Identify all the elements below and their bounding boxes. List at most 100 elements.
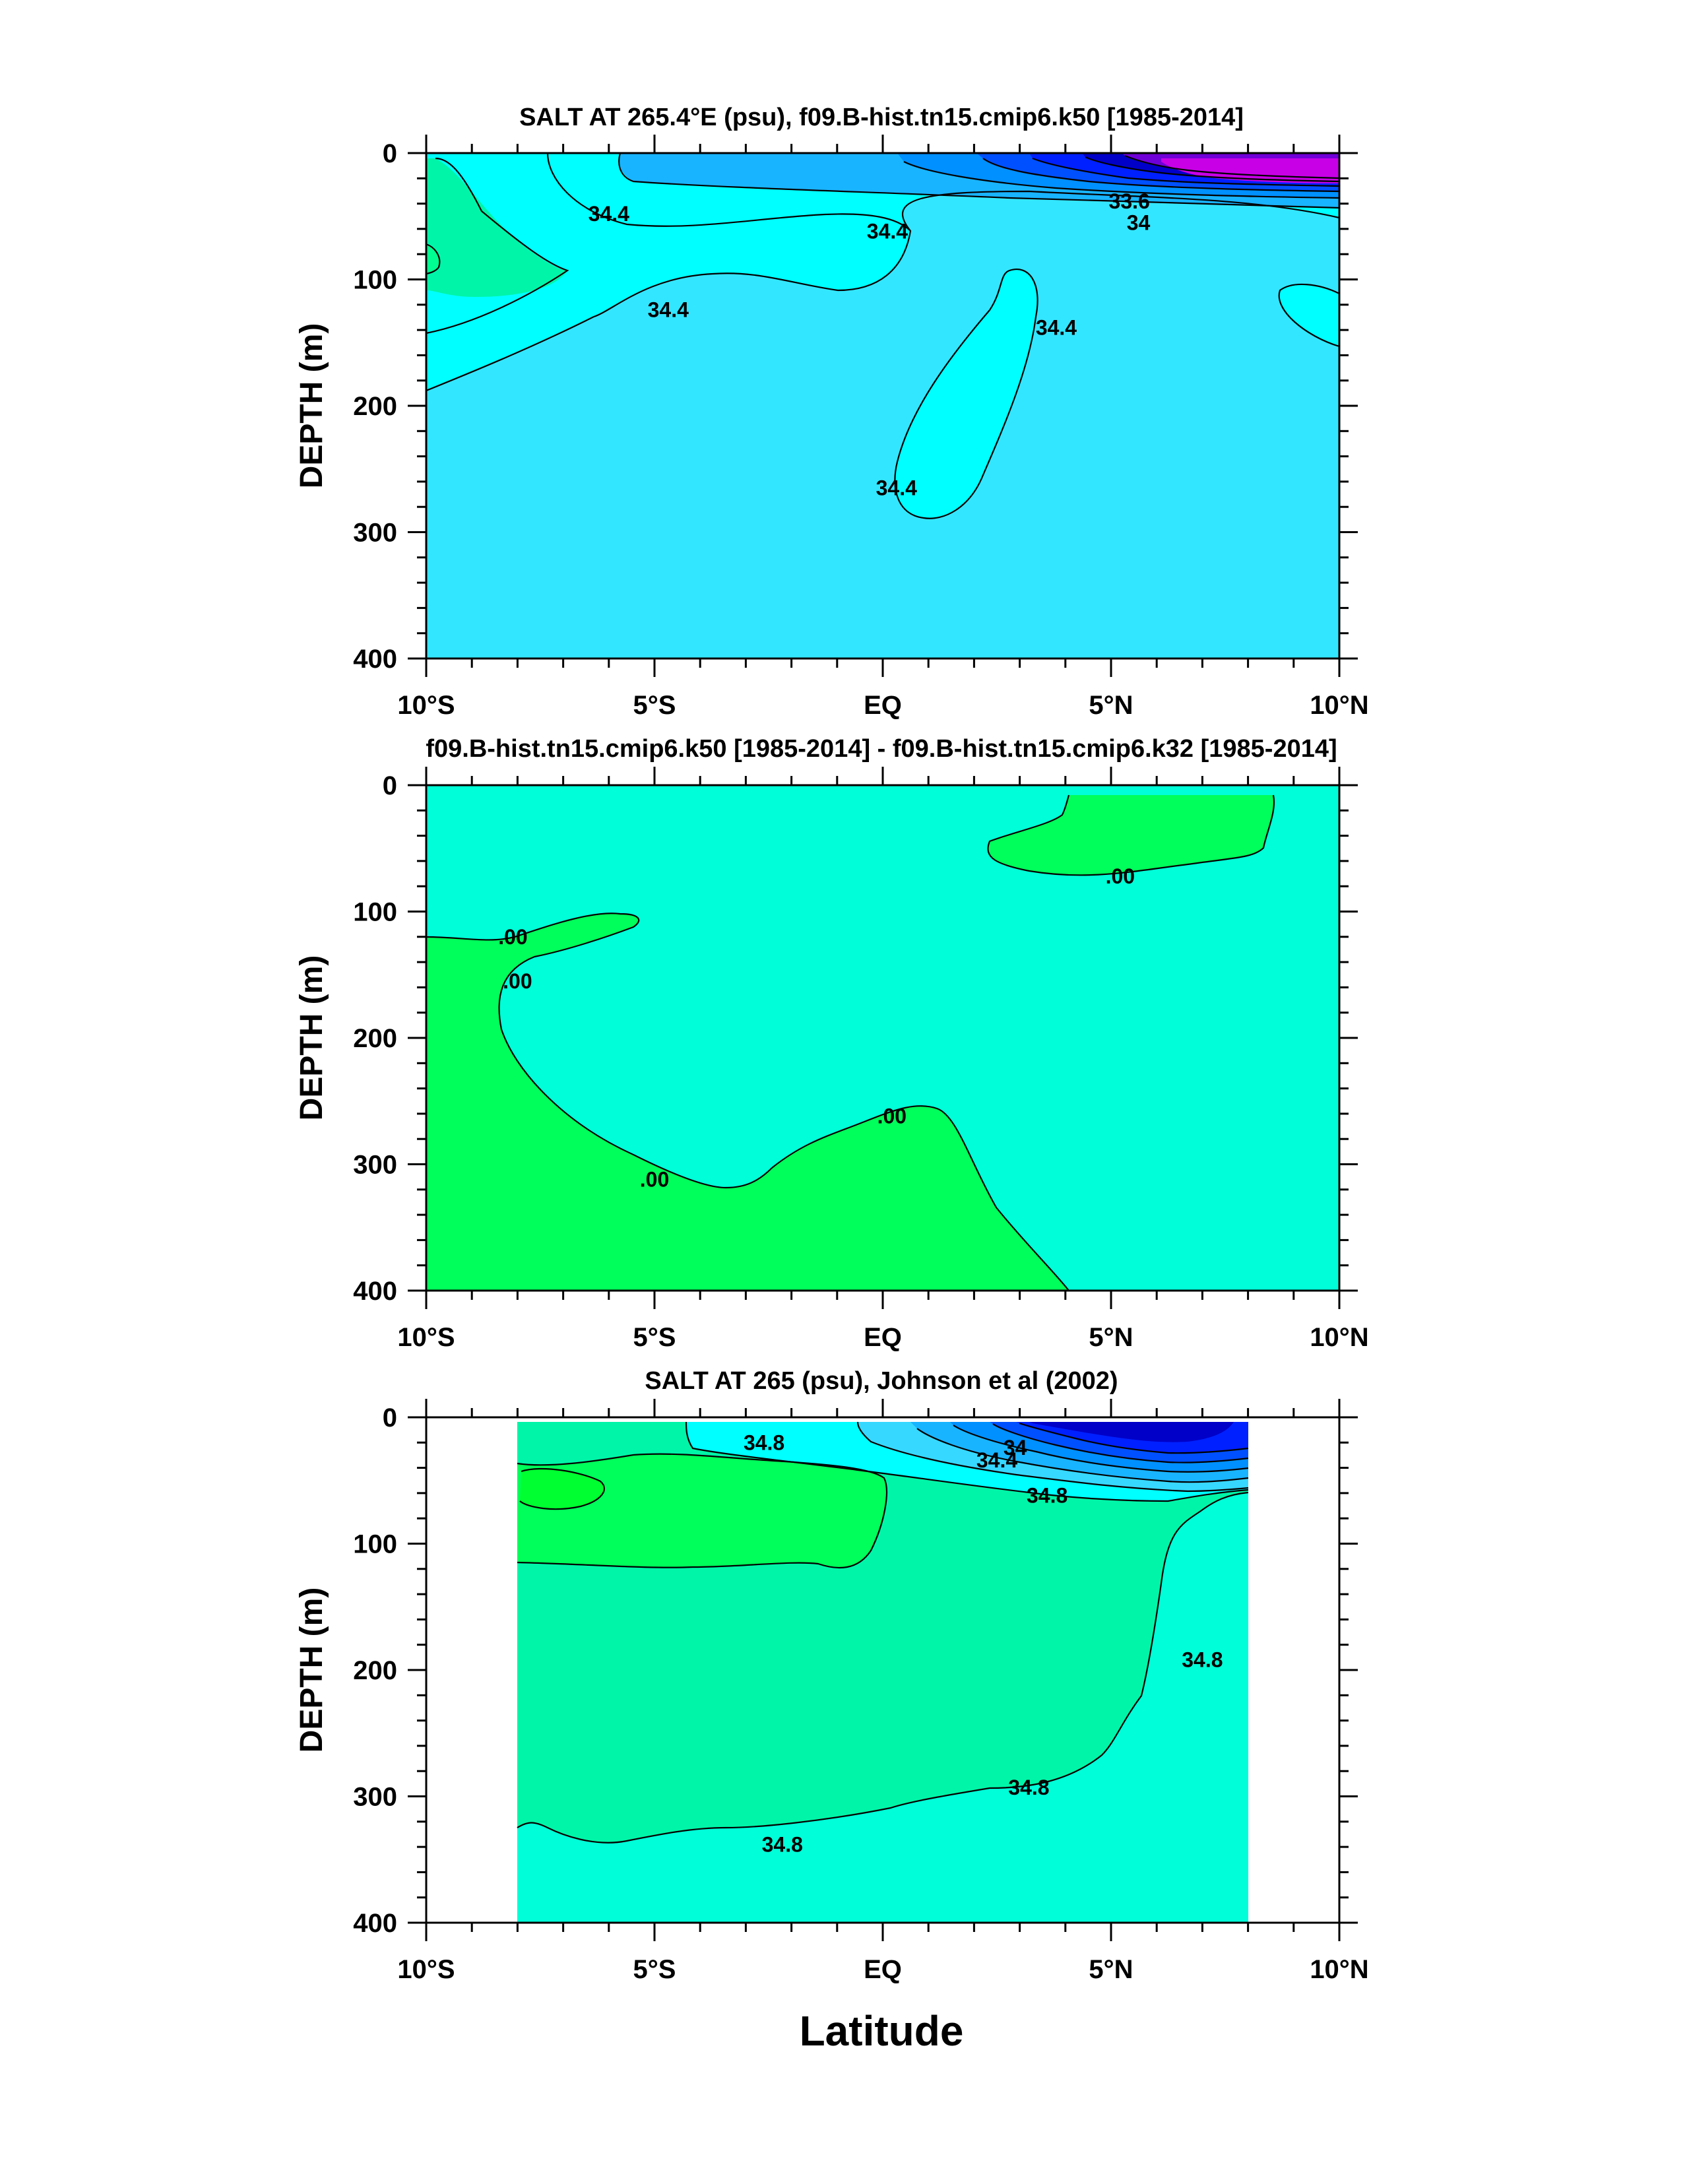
x-axis-label: Latitude [800, 2007, 964, 2055]
fill-cyan-right [1279, 284, 1339, 346]
y-tick-label: 300 [353, 519, 397, 548]
y-tick-label: 100 [353, 1530, 397, 1559]
x-tick-label: EQ [864, 1323, 902, 1352]
y-tick-label: 400 [353, 645, 397, 674]
fill-navy [1029, 1422, 1234, 1442]
x-tick-label: 5°N [1089, 691, 1133, 720]
contour-line [517, 1491, 1249, 1844]
contour-line [916, 1428, 1249, 1483]
contour-line [953, 1425, 1249, 1473]
fill-cyan-blob [895, 269, 1038, 519]
fill-cyan-band [426, 153, 1339, 391]
x-tick-labels: 10°S 5°S EQ 5°N 10°N [397, 1323, 1368, 1352]
contour-label: 34.8 [1008, 1776, 1049, 1799]
x-tick-label: 10°N [1310, 1323, 1368, 1352]
y-tick-label: 400 [353, 1909, 397, 1938]
contour-labels: .00 .00 .00 .00 .00 [498, 864, 1135, 1192]
contour-label: 34.4 [589, 202, 629, 226]
contour-lines [517, 1421, 1249, 1844]
contour-line [426, 913, 1069, 1291]
fill-green-edge [426, 244, 440, 274]
x-tick-label: EQ [864, 1955, 902, 1984]
contour-line [903, 161, 1340, 199]
contour-line [517, 1453, 888, 1569]
x-tick-label: 5°S [633, 1323, 676, 1352]
contour-line [546, 152, 911, 232]
x-tick-label: 5°N [1089, 1955, 1133, 1984]
fill-green-upper-right [988, 795, 1275, 876]
contour-line [987, 794, 1275, 876]
contour-label: 34.4 [648, 298, 689, 321]
contour-label: 34.8 [762, 1832, 803, 1856]
contour-line [894, 269, 1038, 519]
x-tick-label: 5°N [1089, 1323, 1133, 1352]
y-tick-label: 0 [383, 1403, 397, 1432]
y-tick-label: 0 [383, 771, 397, 800]
contour-label: 34.4 [976, 1448, 1017, 1472]
contour-fills [426, 153, 1340, 658]
y-tick-label: 300 [353, 1151, 397, 1180]
contour-fills [426, 785, 1339, 1291]
contour-line [426, 157, 569, 335]
contour-label: 34.8 [1182, 1648, 1223, 1672]
contour-line [1032, 157, 1340, 187]
y-axis-label: DEPTH (m) [294, 955, 329, 1121]
contour-label: 34.8 [1027, 1484, 1068, 1508]
contour-line [618, 152, 1340, 209]
contour-label: .00 [503, 969, 532, 993]
panel-observed-salinity: SALT AT 265 (psu), Johnson et al (2002) [294, 1367, 1369, 1984]
fill-green-bright [520, 1468, 604, 1510]
contour-line [1278, 283, 1340, 348]
x-tick-labels: 10°S 5°S EQ 5°N 10°N [397, 691, 1368, 720]
contour-label: 34.4 [1036, 315, 1077, 339]
panel-title: SALT AT 265.4°E (psu), f09.B-hist.tn15.c… [519, 104, 1244, 131]
fill-green-left [426, 158, 567, 297]
y-tick-label: 100 [353, 266, 397, 295]
contour-label: 34 [1127, 210, 1151, 234]
fill-green [517, 1454, 887, 1568]
x-tick-label: 5°S [633, 1955, 676, 1984]
x-tick-label: 10°N [1310, 1955, 1368, 1984]
x-tick-label: 10°S [397, 1323, 455, 1352]
contour-label: .00 [877, 1105, 907, 1128]
contour-label: 34.4 [867, 220, 908, 243]
contour-label: .00 [1106, 864, 1135, 888]
x-tick-label: 10°S [397, 691, 455, 720]
fill-green-lower-left [426, 913, 1069, 1291]
y-tick-label: 300 [353, 1783, 397, 1812]
x-tick-label: 5°S [633, 691, 676, 720]
y-axis-label: DEPTH (m) [294, 323, 329, 489]
contour-line [685, 1421, 1249, 1502]
x-tick-label: EQ [864, 691, 902, 720]
contour-lines [426, 152, 1340, 519]
contour-lines [426, 794, 1275, 1291]
contour-line [426, 243, 441, 275]
x-tick-label: 10°S [397, 1955, 455, 1984]
contour-label: 34.4 [876, 476, 917, 499]
panel-title: f09.B-hist.tn15.cmip6.k50 [1985-2014] - … [426, 735, 1337, 763]
contour-line [426, 190, 1340, 392]
contour-label: .00 [640, 1167, 669, 1191]
x-tick-labels: 10°S 5°S EQ 5°N 10°N [397, 1955, 1368, 1984]
y-tick-label: 200 [353, 1656, 397, 1685]
contour-line [1124, 154, 1340, 179]
contour-label: 33.6 [1109, 189, 1150, 213]
axis-ticks [408, 767, 1358, 1309]
y-axis-label: DEPTH (m) [294, 1588, 329, 1753]
contour-line [992, 1423, 1249, 1463]
y-tick-label: 100 [353, 898, 397, 927]
panel-difference: f09.B-hist.tn15.cmip6.k50 [1985-2014] - … [294, 735, 1369, 1352]
contour-line [1085, 156, 1340, 183]
y-tick-label: 200 [353, 392, 397, 421]
contour-line [982, 158, 1340, 193]
y-tick-label: 400 [353, 1277, 397, 1306]
axis-ticks [408, 135, 1358, 677]
contour-label: .00 [498, 925, 527, 949]
y-tick-labels: 0 100 200 300 400 [353, 771, 397, 1306]
panel-model-salinity: SALT AT 265.4°E (psu), f09.B-hist.tn15.c… [294, 104, 1369, 720]
contour-line [1019, 1422, 1249, 1454]
y-tick-labels: 0 100 200 300 400 [353, 139, 397, 674]
y-tick-label: 200 [353, 1024, 397, 1053]
